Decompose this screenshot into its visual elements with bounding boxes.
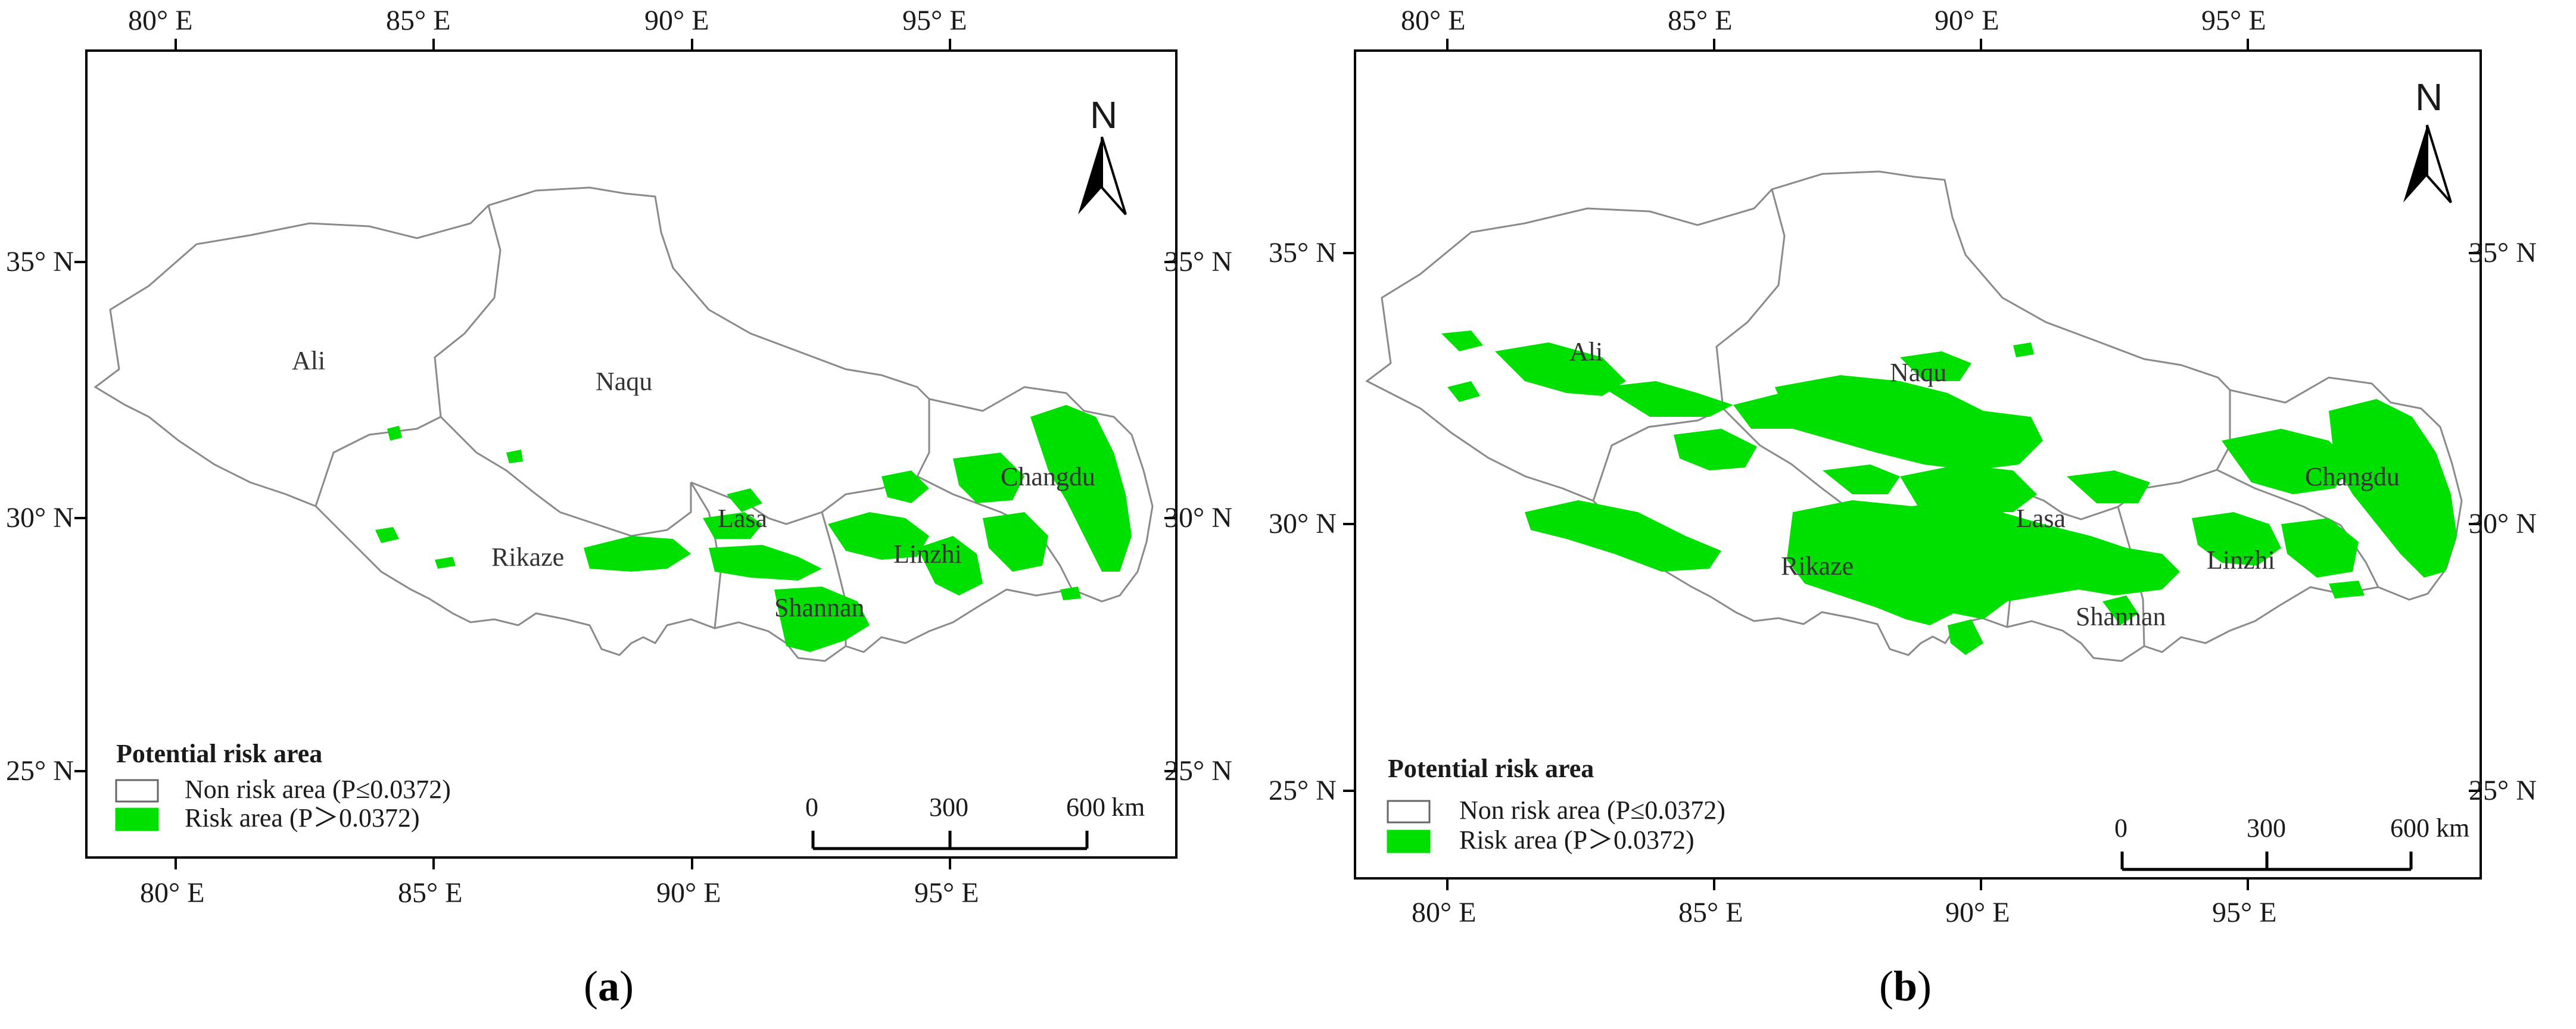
caption-open: (: [1879, 962, 1893, 1010]
caption-close: ): [1917, 962, 1932, 1010]
map-panel-b: 80° E 85° E 90° E 95° E 80° E 85° E 90° …: [1269, 5, 2537, 928]
top-lon-label-90: 90° E: [644, 5, 709, 36]
left-lat-label-30: 30° N: [6, 502, 74, 534]
legend-label-non-risk: Non risk area (P≤0.0372): [1459, 796, 1725, 825]
left-lat-label-35: 35° N: [6, 246, 74, 277]
bottom-lon-label-85: 85° E: [398, 877, 463, 909]
bottom-lon-label-85: 85° E: [1678, 897, 1743, 928]
region-label-shannan: Shannan: [774, 593, 865, 622]
legend-label-risk: Risk area (P＞0.0372): [185, 803, 420, 832]
legend-swatch-risk: [1387, 830, 1431, 853]
caption-close: ): [619, 962, 634, 1010]
bottom-lon-label-80: 80° E: [1412, 897, 1477, 928]
scale-label-300: 300: [2247, 813, 2286, 843]
north-arrow-label: N: [2415, 76, 2443, 119]
map-panel-a: 80° E 85° E 90° E 95° E 80° E 85° E 90° …: [6, 5, 1232, 909]
legend-swatch-non-risk: [115, 779, 159, 803]
region-label-changdu: Changdu: [2305, 462, 2400, 491]
region-label-ali: Ali: [292, 346, 325, 375]
right-lat-label-35: 35° N: [1164, 246, 1232, 277]
caption-open: (: [584, 962, 598, 1010]
region-label-ali: Ali: [1569, 337, 1603, 366]
legend-swatch-non-risk: [1387, 800, 1431, 824]
caption-a: (a): [584, 962, 634, 1011]
north-arrow: [2403, 124, 2452, 204]
right-lat-label-35: 35° N: [2469, 237, 2537, 269]
top-lon-label-80: 80° E: [1401, 5, 1466, 36]
bottom-lon-label-90: 90° E: [656, 877, 721, 909]
north-arrow-label: N: [1090, 93, 1117, 136]
region-label-rikaze: Rikaze: [1781, 551, 1854, 581]
left-lat-ticks: [74, 261, 86, 772]
bottom-lon-ticks: [1446, 878, 2249, 890]
bottom-lon-label-80: 80° E: [140, 877, 205, 909]
region-label-linzhi: Linzhi: [2207, 545, 2275, 575]
region-label-shannan: Shannan: [2076, 602, 2166, 631]
legend-label-risk: Risk area (P＞0.0372): [1459, 825, 1695, 855]
top-lon-ticks: [1446, 39, 2249, 51]
bottom-lon-label-90: 90° E: [1945, 897, 2010, 928]
right-lat-label-25: 25° N: [1164, 755, 1232, 787]
scale-label-0: 0: [2114, 813, 2128, 843]
right-lat-label-30: 30° N: [2469, 508, 2537, 540]
top-lon-label-90: 90° E: [1935, 5, 1999, 36]
risk-area-patches: [375, 405, 1132, 652]
legend-swatch-risk: [115, 807, 159, 831]
right-lat-ticks: [2469, 252, 2481, 792]
top-lon-label-85: 85° E: [386, 5, 451, 36]
region-label-naqu: Naqu: [1890, 358, 1946, 387]
legend-title: Potential risk area: [116, 739, 322, 768]
left-lat-label-25: 25° N: [6, 755, 74, 787]
region-label-rikaze: Rikaze: [491, 542, 564, 572]
left-lat-ticks: [1343, 252, 1355, 792]
right-lat-label-25: 25° N: [2469, 775, 2537, 806]
scale-label-600: 600: [2390, 813, 2429, 843]
top-lon-label-95: 95° E: [902, 5, 967, 36]
risk-area-patches: [1441, 330, 2457, 655]
top-lon-label-85: 85° E: [1668, 5, 1733, 36]
scale-label-0: 0: [805, 793, 818, 822]
top-lon-label-95: 95° E: [2201, 5, 2266, 36]
top-lon-ticks: [175, 39, 951, 51]
region-label-changdu: Changdu: [1001, 462, 1095, 491]
caption-letter: b: [1893, 962, 1918, 1010]
bottom-lon-label-95: 95° E: [914, 877, 979, 909]
left-lat-label-25: 25° N: [1269, 775, 1337, 806]
top-lon-label-80: 80° E: [128, 5, 193, 36]
bottom-lon-label-95: 95° E: [2212, 897, 2277, 928]
region-label-lasa: Lasa: [2016, 504, 2066, 533]
legend-label-non-risk: Non risk area (P≤0.0372): [185, 775, 451, 804]
scale-bar: [2120, 852, 2413, 871]
scale-bar: [811, 831, 1089, 850]
scale-label-600: 600: [1066, 793, 1105, 822]
bottom-lon-ticks: [175, 858, 951, 869]
left-lat-label-30: 30° N: [1269, 508, 1337, 540]
north-arrow: [1078, 136, 1127, 216]
right-lat-label-30: 30° N: [1164, 502, 1232, 534]
region-label-linzhi: Linzhi: [893, 540, 962, 569]
caption-letter: a: [597, 962, 619, 1010]
right-lat-ticks: [1164, 261, 1176, 772]
caption-b: (b): [1879, 962, 1932, 1011]
scale-unit: km: [2436, 813, 2469, 843]
legend-title: Potential risk area: [1388, 754, 1594, 783]
left-lat-label-35: 35° N: [1269, 237, 1337, 269]
region-label-naqu: Naqu: [596, 367, 652, 396]
scale-unit: km: [1111, 793, 1145, 822]
region-label-lasa: Lasa: [718, 504, 767, 533]
scale-label-300: 300: [929, 793, 968, 822]
